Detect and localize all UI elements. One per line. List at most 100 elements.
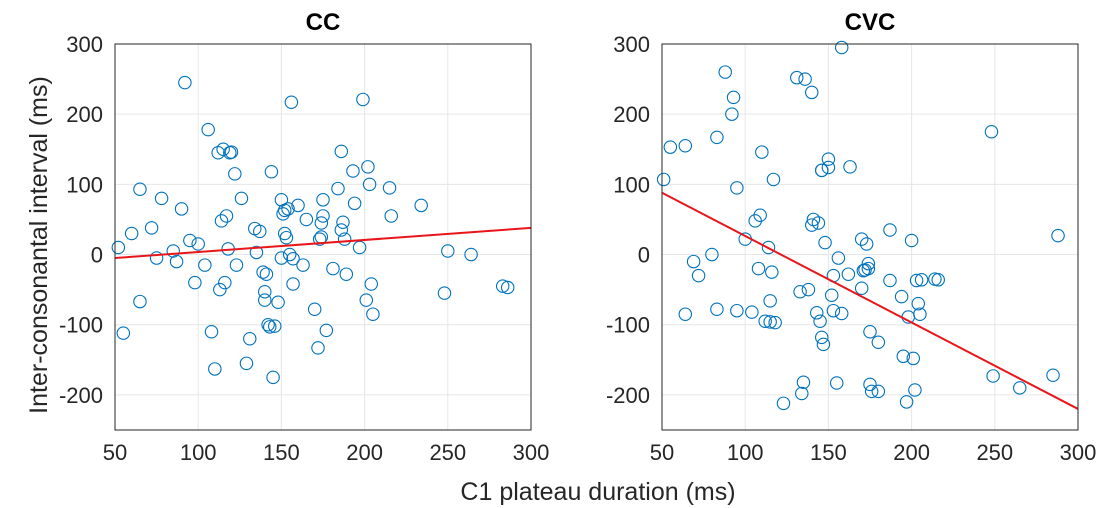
cvc-data-point bbox=[871, 335, 886, 350]
cvc-data-point bbox=[766, 172, 781, 187]
cvc-data-point bbox=[1051, 228, 1065, 243]
cc-data-point bbox=[296, 258, 310, 272]
cvc-data-point bbox=[730, 181, 744, 195]
cvc-x-tick-label: 100 bbox=[727, 440, 764, 465]
cvc-y-tick-label: -100 bbox=[606, 313, 650, 338]
cc-data-point bbox=[267, 319, 282, 333]
cvc-title: CVC bbox=[845, 9, 896, 36]
cc-data-point bbox=[166, 244, 180, 258]
cc-data-point bbox=[500, 280, 515, 295]
cvc-data-point bbox=[795, 386, 809, 401]
cvc-data-point bbox=[883, 273, 897, 288]
cvc-data-point bbox=[656, 172, 671, 187]
cvc-data-point bbox=[818, 235, 832, 250]
cc-data-point bbox=[312, 232, 327, 246]
cc-data-point bbox=[219, 209, 234, 223]
cc-data-point bbox=[264, 164, 279, 179]
cvc-data-point bbox=[705, 247, 719, 262]
cvc-data-point bbox=[761, 240, 776, 255]
cvc-y-tick-label: 100 bbox=[613, 172, 650, 197]
cvc-data-point bbox=[814, 330, 829, 345]
cvc-y-tick-label: 300 bbox=[613, 32, 650, 57]
cc-data-point bbox=[352, 240, 367, 255]
cc-data-point bbox=[208, 362, 222, 376]
cvc-data-point bbox=[710, 302, 724, 317]
cvc-data-point bbox=[984, 124, 999, 139]
cc-data-point bbox=[274, 251, 289, 265]
cc-data-point bbox=[359, 293, 374, 307]
cc-data-point bbox=[174, 202, 189, 216]
cvc-data-point bbox=[861, 256, 876, 271]
cc-data-point bbox=[198, 258, 212, 272]
cc-data-point bbox=[201, 122, 215, 137]
cc-data-point bbox=[229, 258, 244, 272]
cc-data-point bbox=[253, 224, 267, 239]
cvc-data-point bbox=[899, 395, 914, 409]
cvc-data-point bbox=[726, 90, 741, 105]
cc-data-point bbox=[188, 275, 202, 290]
cvc-data-point bbox=[896, 349, 911, 364]
cvc-data-point bbox=[710, 130, 724, 145]
cvc-data-point bbox=[826, 303, 841, 318]
cc-data-point bbox=[234, 191, 249, 206]
cvc-data-point bbox=[863, 324, 877, 339]
cc-data-point bbox=[286, 277, 300, 291]
cvc-plot-area bbox=[662, 44, 1078, 430]
cvc-data-point bbox=[730, 303, 744, 318]
cvc-data-point bbox=[805, 218, 819, 232]
cc-data-point bbox=[366, 307, 380, 321]
cvc-data-point bbox=[914, 273, 929, 287]
cc-data-point bbox=[316, 193, 330, 207]
cvc-data-point bbox=[871, 384, 886, 399]
cvc-fit-line bbox=[661, 191, 1079, 410]
cc-data-point bbox=[437, 286, 452, 300]
cc-y-tick-label: -100 bbox=[59, 313, 103, 338]
cc-data-point bbox=[133, 182, 147, 197]
cvc-data-point bbox=[810, 306, 824, 320]
cc-y-tick-label: 200 bbox=[66, 102, 103, 127]
cc-data-point bbox=[281, 202, 295, 216]
cvc-data-point bbox=[814, 163, 829, 178]
cc-data-point bbox=[258, 293, 272, 307]
cc-fit-line bbox=[114, 226, 532, 260]
x-axis-label: C1 plateau duration (ms) bbox=[460, 478, 735, 506]
cc-data-point bbox=[326, 261, 340, 276]
cc-data-point bbox=[274, 193, 289, 207]
cc-data-point bbox=[331, 181, 345, 196]
cc-axes-box bbox=[114, 43, 532, 431]
cc-x-tick-label: 300 bbox=[513, 440, 550, 465]
cc-data-point bbox=[169, 254, 184, 269]
cc-data-point bbox=[319, 323, 334, 338]
cvc-data-point bbox=[678, 307, 693, 321]
cc-data-point bbox=[299, 212, 314, 227]
cvc-data-point bbox=[911, 296, 926, 311]
cvc-data-point bbox=[751, 261, 766, 276]
cc-data-point bbox=[213, 282, 227, 297]
cc-x-tick-label: 100 bbox=[180, 440, 217, 465]
cvc-data-point bbox=[829, 376, 844, 390]
cvc-x-tick-label: 200 bbox=[893, 440, 930, 465]
cvc-data-point bbox=[861, 261, 876, 276]
cvc-axes-box bbox=[661, 43, 1079, 431]
cvc-data-point bbox=[768, 315, 782, 330]
cc-panel: 50 100 150 200 250 300 300 200 100 0 -100 -200 bbox=[59, 32, 549, 465]
cc-data-point bbox=[258, 284, 272, 299]
cc-data-point bbox=[249, 245, 264, 260]
cc-data-point bbox=[361, 160, 375, 174]
cc-y-tick-label: 0 bbox=[91, 243, 103, 268]
cvc-data-point bbox=[864, 384, 879, 399]
cvc-data-point bbox=[813, 314, 827, 328]
cvc-data-point bbox=[763, 315, 777, 329]
cvc-data-point bbox=[913, 307, 927, 321]
cvc-x-tick-label: 300 bbox=[1060, 440, 1097, 465]
cc-y-tick-label: 300 bbox=[66, 32, 103, 57]
cvc-data-point bbox=[854, 281, 869, 295]
cc-title: CC bbox=[306, 9, 341, 36]
cvc-data-point bbox=[831, 251, 846, 265]
cvc-data-point bbox=[718, 65, 732, 79]
cvc-data-point bbox=[763, 294, 777, 308]
cvc-data-point bbox=[1013, 381, 1027, 395]
cc-data-point bbox=[334, 223, 349, 237]
cc-data-point bbox=[282, 247, 297, 262]
